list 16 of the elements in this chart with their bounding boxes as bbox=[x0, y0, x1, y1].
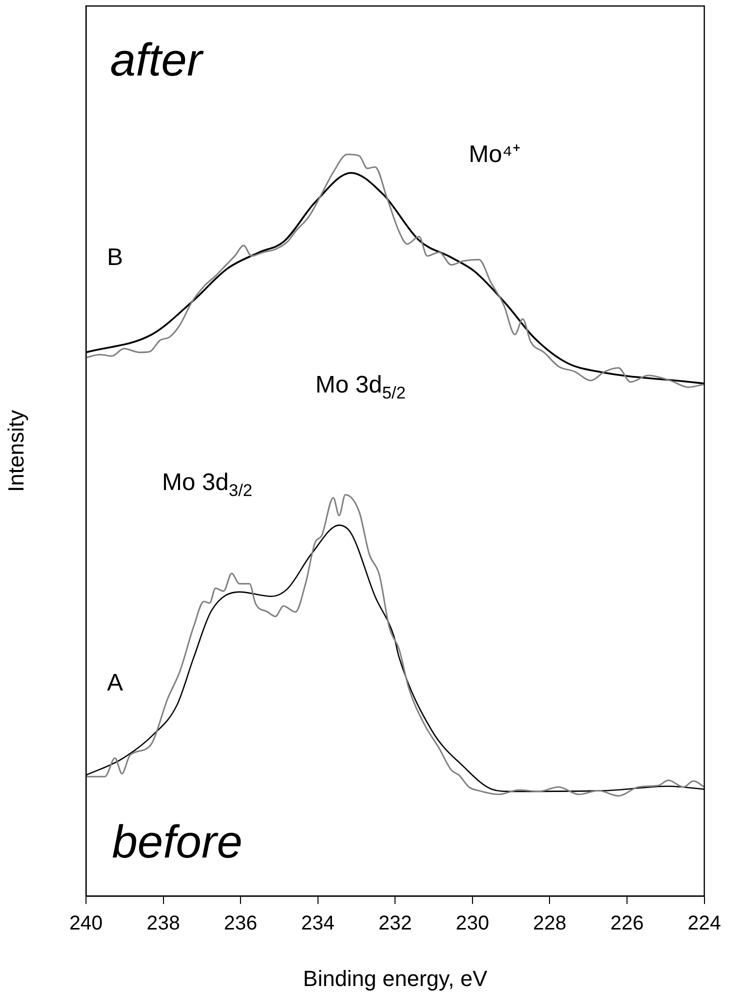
x-tick-label: 224 bbox=[688, 912, 722, 935]
x-axis-title: Binding energy, eV bbox=[303, 966, 488, 991]
x-tick-label: 238 bbox=[146, 912, 180, 935]
y-axis-title: Intensity bbox=[3, 410, 28, 492]
text: after bbox=[110, 33, 204, 86]
x-tick-label: 240 bbox=[69, 912, 103, 935]
annotation: Mo⁴⁺ bbox=[468, 140, 520, 168]
x-tick-label: 230 bbox=[456, 912, 490, 935]
annotation: A bbox=[107, 669, 124, 696]
annotation: before bbox=[112, 816, 242, 868]
annotation: B bbox=[107, 244, 124, 271]
x-tick-label: 228 bbox=[533, 912, 566, 935]
x-tick-label: 232 bbox=[378, 912, 412, 935]
x-tick-label: 236 bbox=[224, 912, 258, 935]
x-tick-label: 234 bbox=[301, 912, 335, 935]
x-tick-label: 226 bbox=[610, 912, 644, 935]
